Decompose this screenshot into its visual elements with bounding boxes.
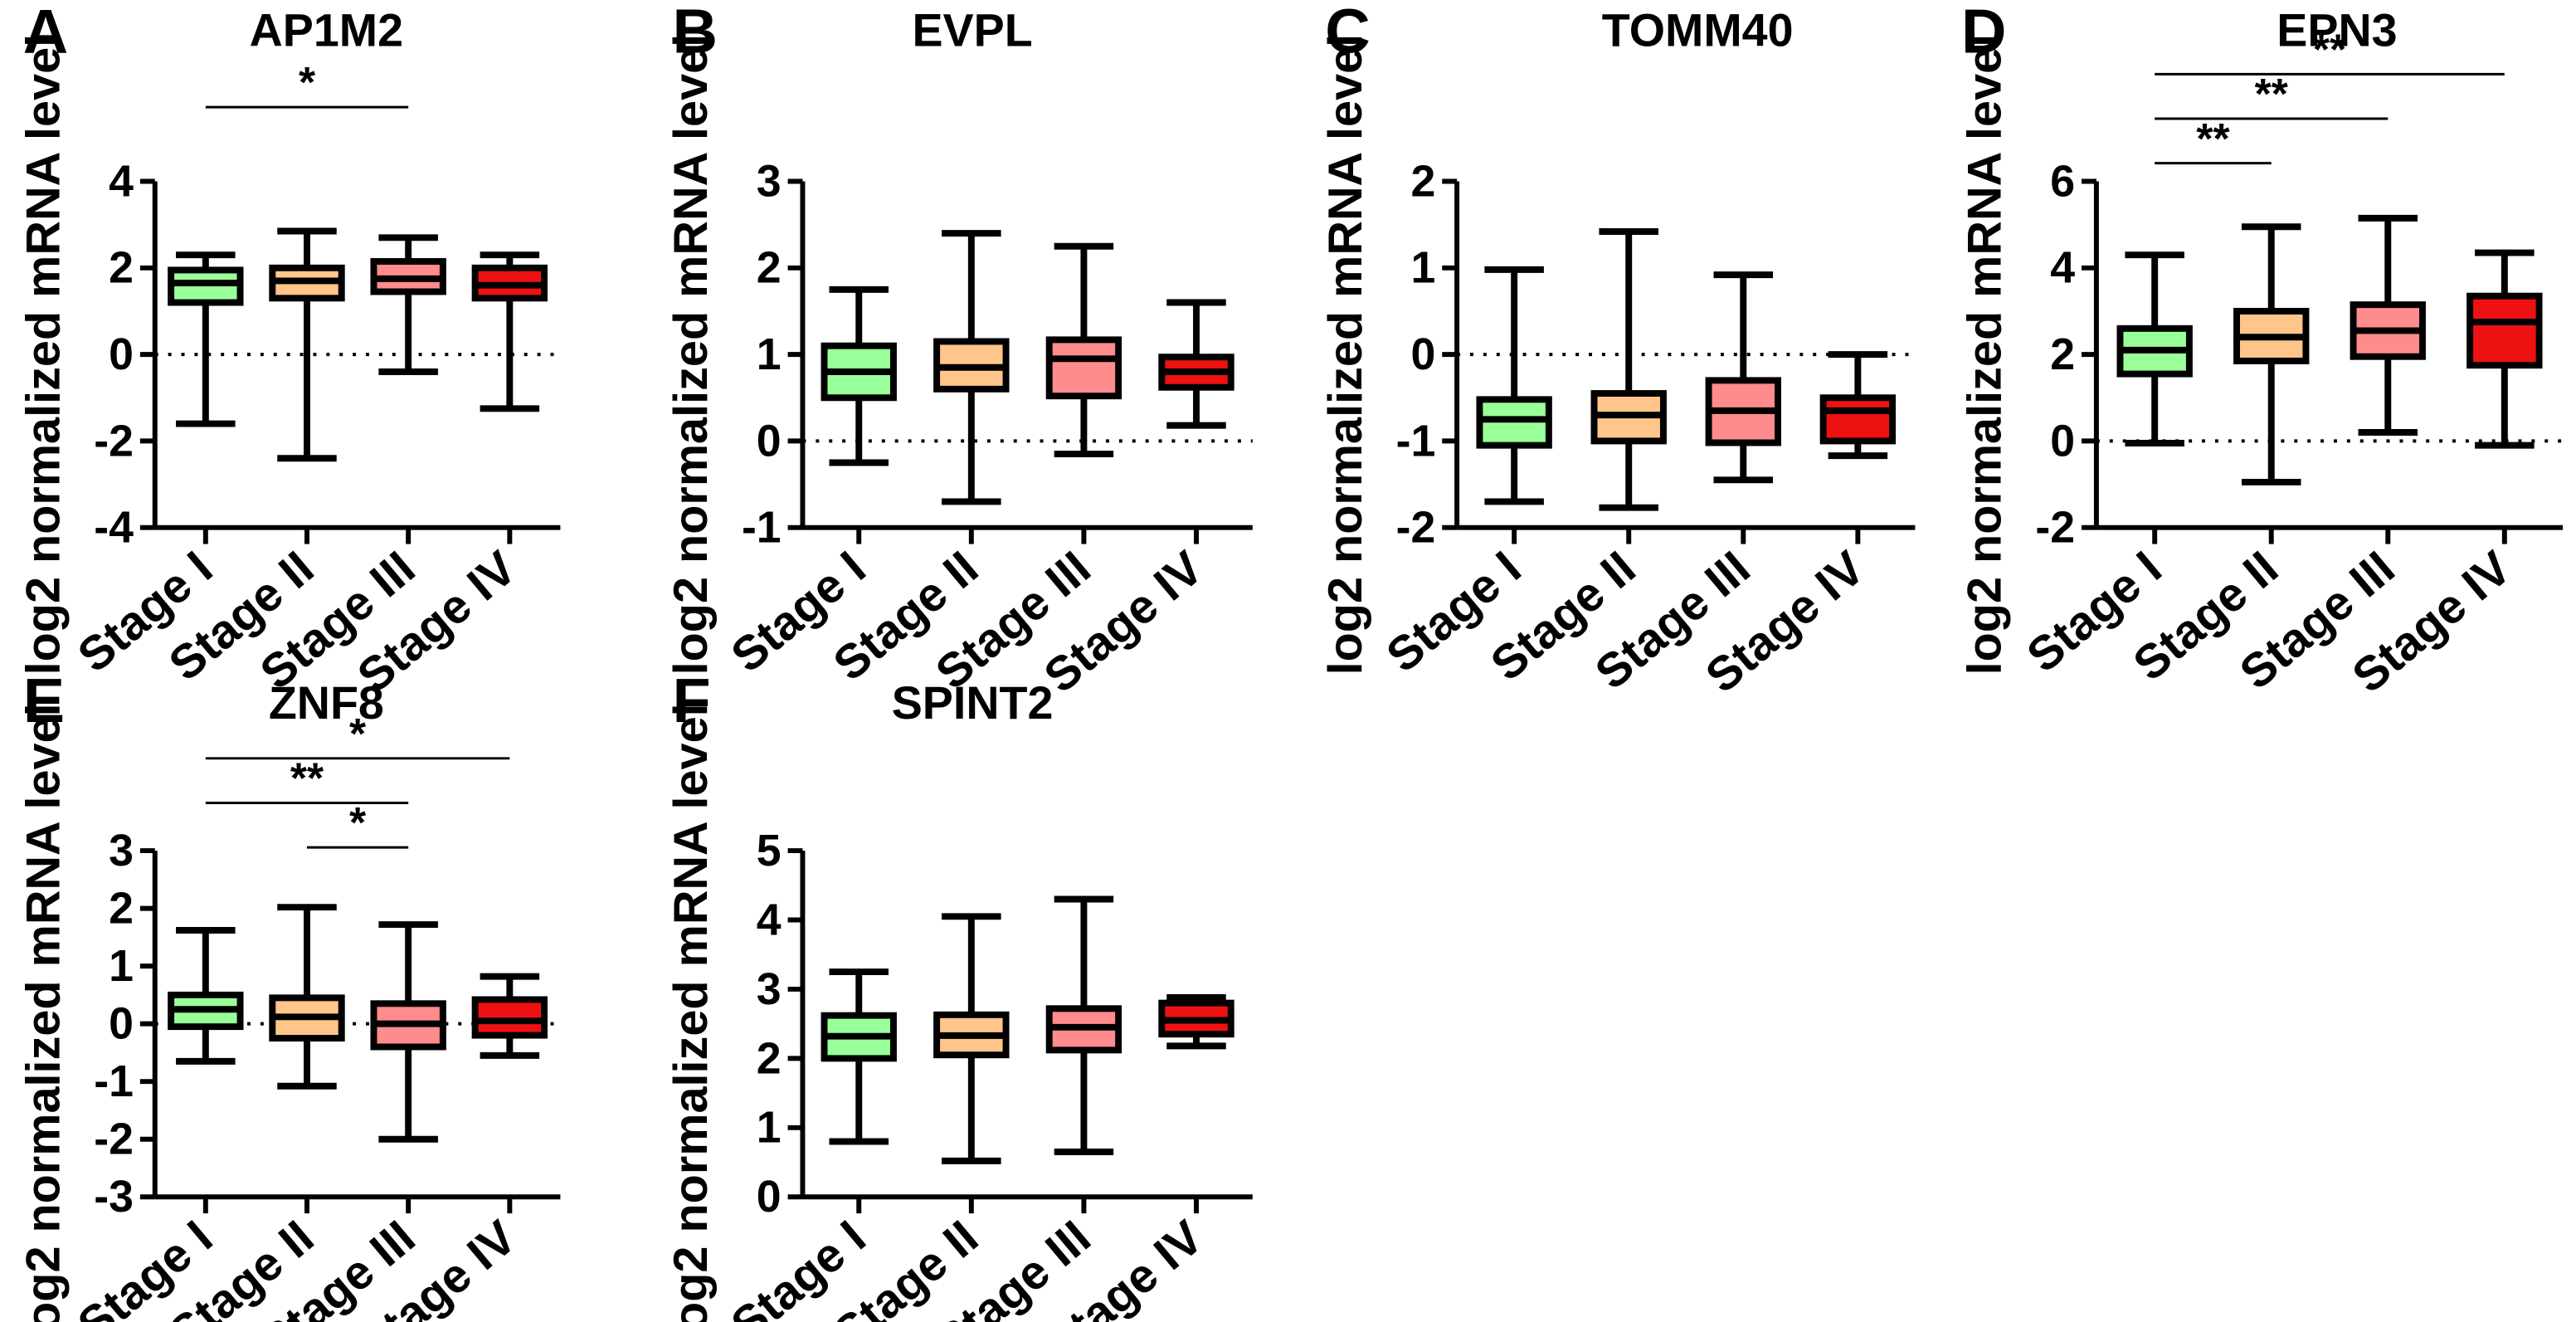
y-tick-label: 0 — [2050, 416, 2075, 466]
y-tick-label: 1 — [109, 941, 134, 991]
y-tick-label: 0 — [109, 329, 134, 379]
significance-label: * — [349, 710, 367, 758]
panel-title: EPN3 — [2277, 5, 2397, 56]
y-tick-label: -1 — [94, 1056, 134, 1106]
y-tick-label: 2 — [757, 243, 782, 293]
panel-title: EVPL — [912, 5, 1032, 56]
y-tick-label: 0 — [757, 416, 782, 466]
y-tick-label: 2 — [109, 243, 134, 293]
y-tick-label: -4 — [94, 503, 134, 553]
significance-label: ** — [2255, 70, 2289, 118]
y-tick-label: -2 — [94, 1115, 134, 1164]
panel-letter: B — [673, 0, 718, 66]
panel-title: SPINT2 — [892, 677, 1054, 729]
iqr-box — [2466, 292, 2543, 369]
y-tick-label: 1 — [757, 1103, 782, 1153]
y-tick-label: -1 — [742, 503, 782, 553]
panel-title: ZNF8 — [269, 677, 384, 729]
panel-f: F SPINT2 log2 normalized mRNA level 0 1 2 3 4 5 S… — [665, 666, 1253, 1322]
panel-letter: F — [673, 666, 711, 735]
significance-label: * — [349, 798, 367, 846]
y-tick-label: 4 — [2050, 243, 2075, 293]
y-axis-title: log2 normalized mRNA level — [665, 703, 718, 1322]
iqr-box — [1819, 394, 1897, 445]
y-tick-label: 0 — [757, 1172, 782, 1222]
y-tick-label: -2 — [1396, 503, 1436, 553]
y-tick-label: 1 — [1410, 243, 1435, 293]
y-axis-title: log2 normalized mRNA level — [17, 703, 71, 1322]
figure-root: A AP1M2 log2 normalized mRNA level -4 -2 0 2 4 S… — [17, 0, 2564, 1322]
significance-label: ** — [2313, 25, 2347, 73]
y-axis-title: log2 normalized mRNA level — [1959, 34, 2012, 676]
y-tick-label: 0 — [1410, 329, 1435, 379]
y-axis-title: log2 normalized mRNA level — [1319, 34, 1372, 676]
panel-c: C TOMM40 log2 normalized mRNA level -2 -1 0 1 2… — [1319, 0, 1916, 703]
y-tick-label: 3 — [757, 156, 782, 206]
y-tick-label: 4 — [109, 156, 134, 206]
significance-label: ** — [2196, 115, 2230, 163]
y-tick-label: 1 — [757, 329, 782, 379]
y-tick-label: 2 — [757, 1033, 782, 1083]
iqr-box — [1045, 336, 1122, 400]
panel-letter: C — [1325, 0, 1371, 66]
iqr-box — [471, 996, 548, 1039]
significance-label: * — [299, 58, 316, 106]
panel-letter: E — [23, 666, 65, 735]
y-tick-label: 0 — [109, 999, 134, 1049]
panel-letter: D — [1961, 0, 2007, 66]
box-stage-4: Stage IV — [348, 251, 548, 703]
panel-e: E ZNF8 log2 normalized mRNA level -3 -2 -1 0 1 2… — [17, 666, 561, 1322]
y-tick-label: -3 — [94, 1172, 134, 1222]
panel-letter: A — [23, 0, 69, 66]
y-tick-label: -2 — [2035, 503, 2075, 553]
y-tick-label: 2 — [2050, 329, 2075, 379]
y-tick-label: 3 — [757, 964, 782, 1014]
y-tick-label: 3 — [109, 826, 134, 876]
y-tick-label: 2 — [109, 883, 134, 933]
y-tick-label: -1 — [1396, 416, 1436, 466]
y-axis-title: log2 normalized mRNA level — [17, 34, 71, 676]
box-stage-1: Stage I — [722, 968, 897, 1322]
y-axis-title: log2 normalized mRNA level — [665, 34, 718, 676]
panel-a: A AP1M2 log2 normalized mRNA level -4 -2 0 2 4 S… — [17, 0, 561, 703]
y-tick-label: 2 — [1410, 156, 1435, 206]
y-tick-label: 4 — [757, 895, 782, 944]
y-tick-label: -2 — [94, 416, 134, 466]
panel-title: AP1M2 — [250, 5, 403, 56]
y-tick-label: 6 — [2050, 156, 2075, 206]
panel-title: TOMM40 — [1602, 5, 1794, 56]
y-tick-label: 5 — [757, 826, 782, 876]
significance-label: ** — [290, 754, 324, 802]
